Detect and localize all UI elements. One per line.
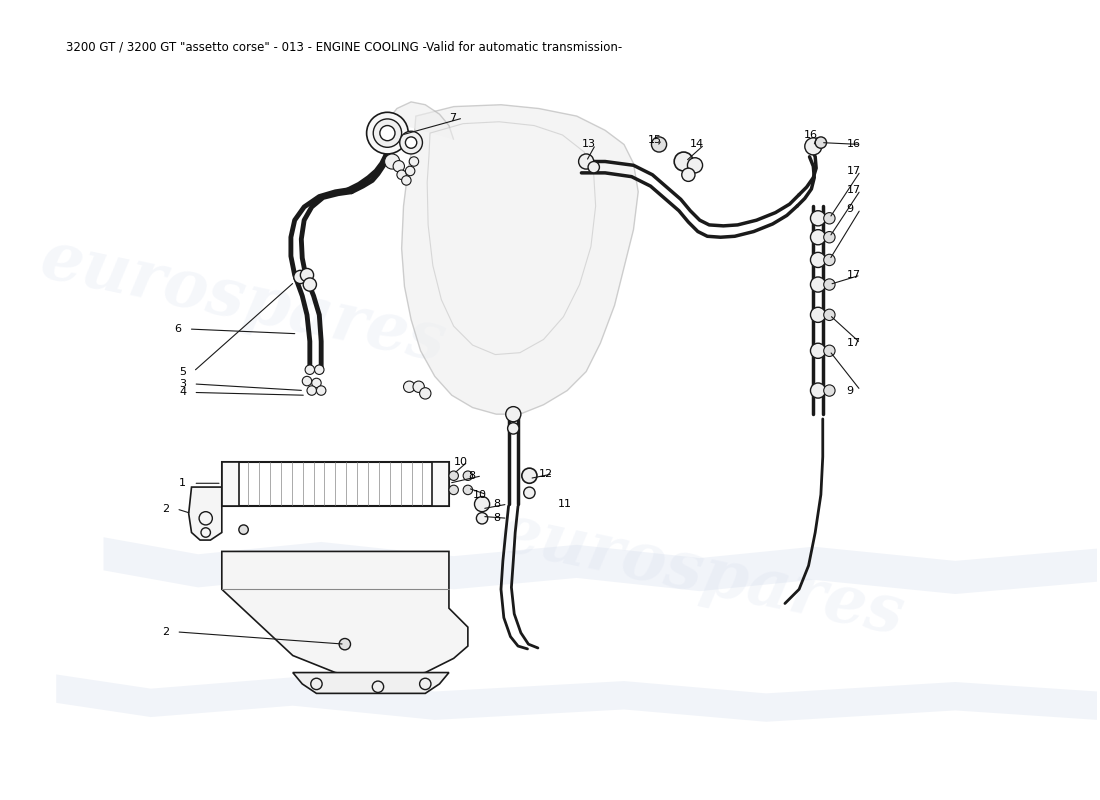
- Circle shape: [404, 381, 415, 393]
- Circle shape: [824, 231, 835, 243]
- Circle shape: [824, 345, 835, 357]
- Polygon shape: [387, 102, 453, 140]
- Text: 11: 11: [558, 499, 572, 509]
- Circle shape: [294, 270, 307, 283]
- Circle shape: [339, 638, 351, 650]
- Circle shape: [524, 487, 535, 498]
- Polygon shape: [56, 674, 1097, 722]
- Text: 9: 9: [846, 386, 854, 395]
- Text: 17: 17: [846, 270, 860, 280]
- Text: 12: 12: [539, 469, 553, 479]
- Text: eurospares: eurospares: [35, 227, 452, 376]
- Circle shape: [811, 252, 826, 267]
- Circle shape: [682, 168, 695, 182]
- Circle shape: [397, 170, 406, 179]
- Circle shape: [506, 406, 521, 422]
- Text: 2: 2: [162, 504, 169, 514]
- Text: 3200 GT / 3200 GT "assetto corse" - 013 - ENGINE COOLING -Valid for automatic tr: 3200 GT / 3200 GT "assetto corse" - 013 …: [66, 40, 621, 54]
- Text: 1: 1: [179, 478, 186, 488]
- Circle shape: [409, 157, 419, 166]
- Circle shape: [385, 154, 399, 169]
- Circle shape: [811, 343, 826, 358]
- Circle shape: [824, 279, 835, 290]
- Circle shape: [476, 513, 487, 524]
- Circle shape: [651, 137, 667, 152]
- Text: 9: 9: [846, 204, 854, 214]
- Circle shape: [412, 381, 425, 393]
- Circle shape: [674, 152, 693, 171]
- Circle shape: [805, 138, 822, 155]
- Text: 2: 2: [162, 627, 169, 637]
- Circle shape: [811, 277, 826, 292]
- Text: 13: 13: [582, 139, 595, 150]
- Text: 17: 17: [846, 185, 860, 195]
- Circle shape: [824, 309, 835, 321]
- Circle shape: [402, 176, 411, 185]
- Circle shape: [304, 278, 317, 291]
- Circle shape: [463, 485, 473, 494]
- Circle shape: [824, 254, 835, 266]
- Polygon shape: [427, 122, 595, 354]
- Text: 17: 17: [846, 166, 860, 176]
- Circle shape: [315, 365, 324, 374]
- Text: 14: 14: [691, 139, 704, 150]
- Circle shape: [521, 468, 537, 483]
- Circle shape: [373, 119, 402, 147]
- Circle shape: [393, 161, 405, 172]
- Circle shape: [588, 162, 600, 173]
- Circle shape: [300, 269, 313, 282]
- Text: 10: 10: [453, 457, 468, 466]
- Polygon shape: [293, 673, 449, 694]
- Polygon shape: [222, 551, 468, 679]
- Circle shape: [302, 376, 311, 386]
- Text: 3: 3: [179, 379, 186, 389]
- Circle shape: [449, 485, 459, 494]
- Text: 16: 16: [804, 130, 817, 140]
- Text: 8: 8: [494, 499, 501, 509]
- Circle shape: [366, 112, 408, 154]
- Text: eurospares: eurospares: [493, 499, 911, 649]
- Circle shape: [305, 365, 315, 374]
- Circle shape: [307, 386, 317, 395]
- Text: 7: 7: [449, 113, 456, 123]
- Circle shape: [507, 422, 519, 434]
- Circle shape: [815, 137, 826, 148]
- Circle shape: [811, 383, 826, 398]
- Circle shape: [688, 158, 703, 173]
- Text: 5: 5: [179, 366, 186, 377]
- Circle shape: [579, 154, 594, 169]
- Bar: [222, 462, 239, 506]
- Circle shape: [399, 131, 422, 154]
- Circle shape: [379, 126, 395, 141]
- Circle shape: [406, 137, 417, 148]
- Text: 8: 8: [468, 470, 475, 481]
- Circle shape: [811, 230, 826, 245]
- Circle shape: [824, 385, 835, 396]
- Text: 4: 4: [179, 387, 186, 398]
- Text: 8: 8: [494, 514, 501, 523]
- Circle shape: [311, 378, 321, 388]
- Polygon shape: [222, 462, 449, 506]
- Polygon shape: [103, 538, 1097, 594]
- Polygon shape: [402, 105, 638, 414]
- Circle shape: [811, 307, 826, 322]
- Text: 6: 6: [175, 324, 182, 334]
- Circle shape: [449, 471, 459, 481]
- Bar: [432, 462, 449, 506]
- Text: 16: 16: [846, 139, 860, 150]
- Text: 17: 17: [846, 338, 860, 348]
- Circle shape: [406, 166, 415, 176]
- Circle shape: [824, 213, 835, 224]
- Text: 15: 15: [648, 134, 662, 145]
- Circle shape: [463, 471, 473, 481]
- Circle shape: [811, 210, 826, 226]
- Circle shape: [419, 388, 431, 399]
- Text: 10: 10: [473, 490, 486, 500]
- Circle shape: [317, 386, 326, 395]
- Circle shape: [239, 525, 249, 534]
- Circle shape: [474, 497, 490, 512]
- Polygon shape: [189, 487, 222, 540]
